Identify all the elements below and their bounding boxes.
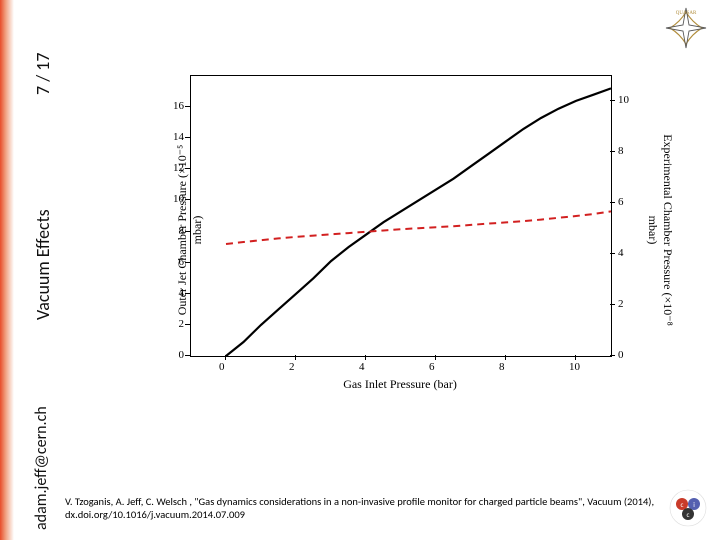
sidebar-gradient bbox=[0, 0, 14, 540]
y-right-tickmark bbox=[610, 100, 615, 101]
svg-text:c: c bbox=[687, 510, 690, 519]
author-email: adam.jeff@cern.ch bbox=[32, 406, 51, 530]
x-tickmark bbox=[225, 355, 226, 360]
y-right-tickmark bbox=[610, 253, 615, 254]
y-right-tickmark bbox=[610, 304, 615, 305]
series-experimental bbox=[226, 211, 611, 244]
y-left-tickmark bbox=[185, 355, 190, 356]
svg-text:c: c bbox=[681, 500, 684, 509]
x-tick-label: 10 bbox=[569, 361, 580, 373]
series-outer-jet bbox=[226, 88, 611, 356]
x-tick-label: 4 bbox=[359, 361, 365, 373]
quasar-logo: QUASAR bbox=[664, 6, 708, 50]
page-number: 7 / 17 bbox=[32, 53, 54, 95]
y-right-tick-label: 0 bbox=[618, 349, 624, 361]
x-tickmark bbox=[575, 355, 576, 360]
y-left-tick-label: 0 bbox=[166, 349, 184, 361]
x-tick-label: 0 bbox=[219, 361, 225, 373]
x-axis-label: Gas Inlet Pressure (bar) bbox=[190, 377, 610, 392]
y-right-tick-label: 4 bbox=[618, 247, 624, 259]
y-right-tickmark bbox=[610, 202, 615, 203]
y-left-tickmark bbox=[185, 106, 190, 107]
y-right-tick-label: 6 bbox=[618, 196, 624, 208]
svg-text:QUASAR: QUASAR bbox=[676, 11, 697, 16]
x-tickmark bbox=[295, 355, 296, 360]
x-tickmark bbox=[365, 355, 366, 360]
y-right-tick-label: 10 bbox=[618, 94, 629, 106]
x-tick-label: 6 bbox=[429, 361, 435, 373]
plot-frame bbox=[190, 75, 612, 357]
pressure-chart: 024681002468101214160246810 Gas Inlet Pr… bbox=[130, 65, 670, 395]
clic-logo: c i c bbox=[668, 488, 708, 528]
y-left-axis-label: Outer Jet Chamber Pressure (×10⁻⁵ mbar) bbox=[175, 130, 205, 330]
y-right-tick-label: 2 bbox=[618, 298, 624, 310]
y-right-axis-label: Experimental Chamber Pressure (×10⁻⁸ mba… bbox=[645, 130, 675, 330]
section-title: Vacuum Effects bbox=[32, 209, 54, 320]
y-right-tickmark bbox=[610, 151, 615, 152]
citation-text: V. Tzoganis, A. Jeff, C. Welsch , "Gas d… bbox=[65, 495, 655, 521]
plot-svg bbox=[191, 76, 611, 356]
y-right-tick-label: 8 bbox=[618, 145, 624, 157]
x-tick-label: 2 bbox=[289, 361, 295, 373]
x-tickmark bbox=[435, 355, 436, 360]
y-left-tick-label: 16 bbox=[166, 100, 184, 112]
x-tickmark bbox=[505, 355, 506, 360]
y-right-tickmark bbox=[610, 355, 615, 356]
x-tick-label: 8 bbox=[499, 361, 505, 373]
